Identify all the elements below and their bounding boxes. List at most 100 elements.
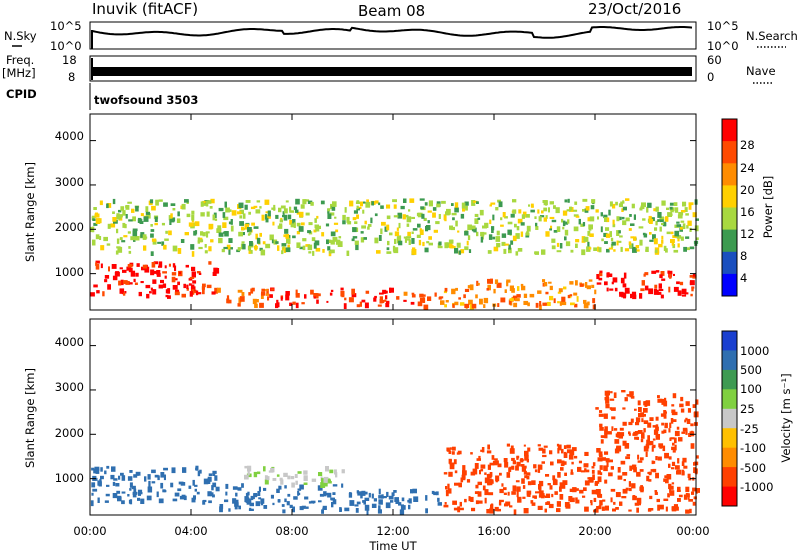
vel-cbar-tick-100: 100 — [740, 382, 762, 396]
range-cell — [342, 214, 346, 220]
range-cell — [647, 471, 652, 474]
range-cell — [237, 303, 241, 307]
range-cell — [122, 222, 126, 228]
range-cell — [587, 477, 590, 480]
range-cell — [670, 231, 674, 235]
range-cell — [510, 448, 513, 451]
range-cell — [106, 465, 110, 469]
range-cell — [342, 220, 346, 225]
range-cell — [451, 212, 457, 216]
range-cell — [294, 474, 298, 478]
range-cell — [163, 474, 166, 481]
range-cell — [378, 235, 382, 241]
range-cell — [154, 222, 158, 226]
range-cell — [452, 303, 455, 308]
range-cell — [90, 292, 95, 297]
range-cell — [487, 250, 492, 254]
range-cell — [669, 422, 672, 428]
range-cell — [260, 249, 266, 256]
range-cell — [228, 508, 231, 512]
range-cell — [225, 491, 228, 496]
range-cell — [425, 495, 428, 501]
range-cell — [330, 497, 335, 500]
range-cell — [374, 213, 378, 217]
range-cell — [177, 281, 180, 286]
range-cell — [441, 200, 446, 204]
range-cell — [289, 302, 293, 306]
range-cell — [628, 431, 631, 435]
range-cell — [598, 413, 604, 417]
range-cell — [422, 297, 426, 303]
range-cell — [377, 304, 382, 307]
power-cbar-tick-4: 4 — [740, 271, 747, 285]
range-cell — [616, 230, 620, 236]
range-cell — [637, 400, 641, 406]
range-cell — [417, 301, 423, 307]
range-cell — [569, 449, 575, 456]
range-cell — [451, 288, 456, 295]
range-cell — [180, 482, 186, 486]
range-cell — [681, 288, 687, 294]
range-cell — [445, 490, 449, 497]
range-cell — [167, 295, 171, 299]
velocity-ytick-1000: 1000 — [55, 471, 84, 485]
range-cell — [643, 420, 649, 424]
range-cell — [308, 251, 312, 254]
range-cell — [218, 207, 224, 212]
range-cell — [575, 488, 579, 491]
range-cell — [582, 198, 588, 202]
range-cell — [156, 272, 161, 277]
range-cell — [507, 491, 510, 496]
range-cell — [100, 475, 104, 480]
range-cell — [454, 248, 459, 254]
range-cell — [226, 295, 230, 301]
range-cell — [156, 270, 161, 275]
range-cell — [678, 494, 683, 498]
range-cell — [323, 476, 329, 483]
range-cell — [208, 261, 212, 265]
range-cell — [689, 508, 692, 514]
range-cell — [637, 460, 643, 463]
range-cell — [612, 223, 616, 228]
nsky-label: N.Sky — [4, 29, 37, 43]
range-cell — [93, 468, 98, 474]
range-cell — [648, 479, 652, 482]
range-cell — [590, 205, 595, 210]
range-cell — [177, 248, 182, 254]
range-cell — [422, 294, 426, 297]
range-cell — [443, 290, 447, 294]
range-cell — [241, 241, 245, 244]
range-cell — [247, 471, 250, 476]
range-cell — [119, 237, 123, 241]
range-cell — [231, 210, 237, 216]
range-cell — [259, 302, 264, 308]
range-cell — [657, 504, 660, 511]
range-cell — [695, 218, 699, 221]
range-cell — [557, 301, 560, 304]
range-cell — [408, 209, 411, 212]
range-cell — [520, 231, 524, 237]
range-cell — [464, 230, 469, 236]
range-cell — [535, 222, 538, 227]
range-cell — [602, 499, 606, 502]
range-cell — [307, 230, 311, 234]
range-cell — [588, 224, 593, 230]
nsearch-tick-bottom: 10^0 — [707, 39, 739, 53]
range-cell — [654, 491, 658, 495]
range-cell — [150, 229, 155, 232]
vel-cbar-tick-neg500: -500 — [740, 461, 766, 475]
colorbar-cell — [722, 273, 737, 297]
range-cell — [608, 472, 613, 477]
range-cell — [539, 490, 544, 496]
range-cell — [380, 205, 384, 209]
range-cell — [247, 227, 252, 233]
range-cell — [671, 461, 676, 466]
range-cell — [199, 469, 202, 474]
range-cell — [366, 199, 369, 203]
range-cell — [307, 200, 313, 204]
colorbar-cell — [722, 350, 737, 371]
range-cell — [569, 294, 573, 297]
range-cell — [392, 199, 397, 203]
range-cell — [665, 478, 669, 484]
